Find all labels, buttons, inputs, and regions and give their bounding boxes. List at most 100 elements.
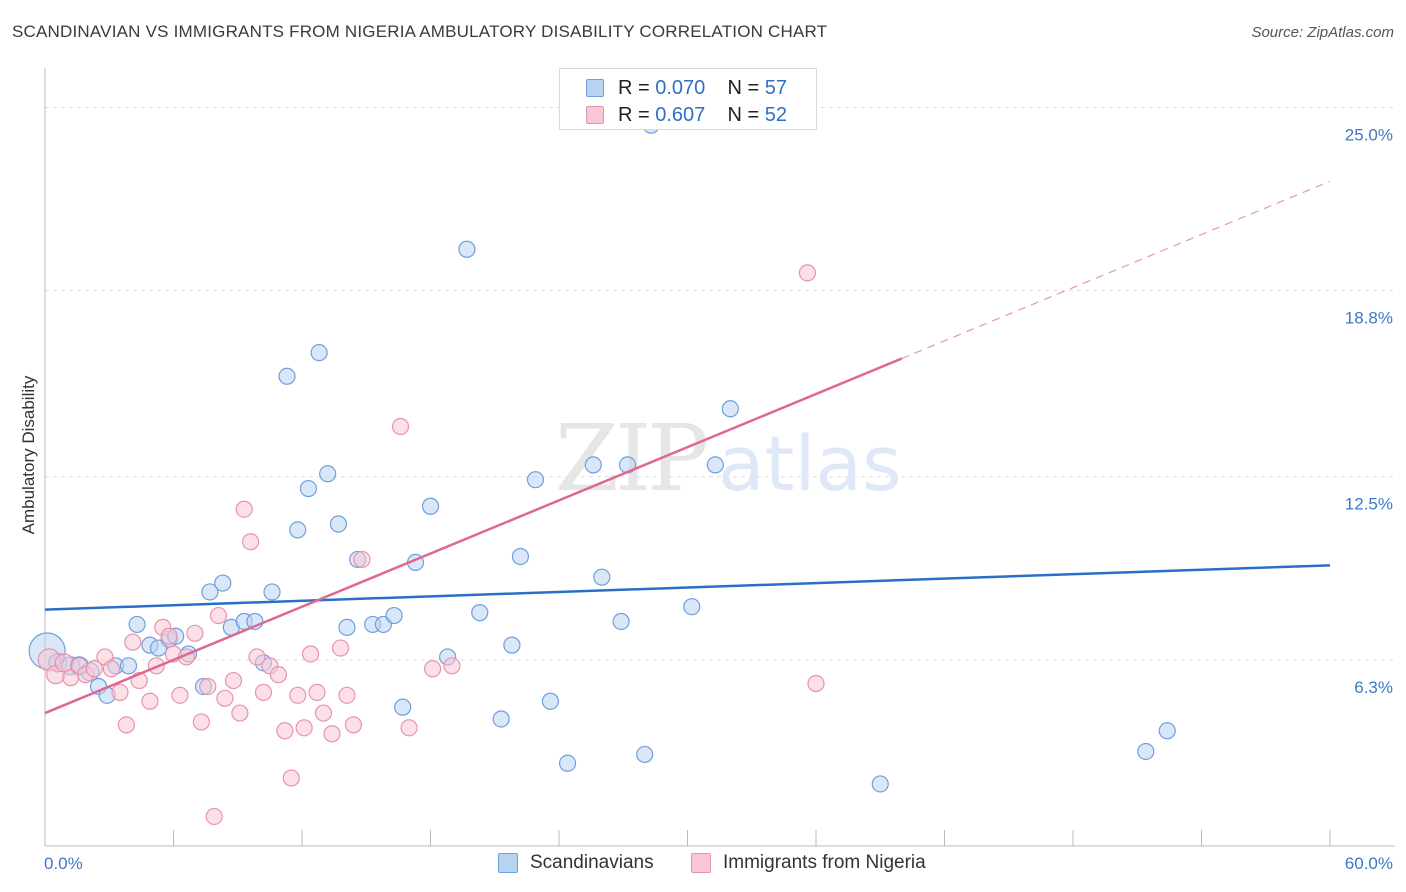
nigeria-point: [117, 716, 135, 734]
nigeria-point: [314, 704, 333, 722]
legend: R = 0.070 N = 57 R = 0.607 N = 52: [559, 68, 817, 130]
nigeria-point: [301, 645, 320, 663]
scandinavian-point: [119, 657, 138, 675]
scandinavian-point: [421, 497, 440, 515]
scandinavian-point: [511, 547, 530, 566]
nigeria-point: [171, 686, 189, 704]
nigeria-point: [111, 683, 129, 701]
scandinavian-point: [526, 471, 545, 489]
legend-r-value: 0.607: [655, 104, 706, 126]
scandinavian-point: [721, 400, 739, 418]
bottom-legend-swatch-blue: [498, 853, 518, 873]
nigeria-point: [124, 633, 142, 651]
scandinavian-point: [338, 618, 356, 636]
nigeria-point: [338, 686, 356, 704]
nigeria-point: [798, 264, 817, 282]
scandinavian-point: [329, 515, 348, 533]
nigeria-point: [400, 719, 418, 737]
scandinavian-point: [636, 745, 654, 764]
scandinavian-point: [471, 604, 489, 622]
legend-swatch-blue: [586, 79, 604, 97]
data-points: [28, 116, 1176, 826]
legend-n-value: 57: [764, 77, 788, 99]
trend-lines: [44, 180, 1331, 715]
y-tick-label: 12.5%: [1345, 495, 1393, 514]
scandinavian-point: [201, 583, 219, 601]
legend-r-label: R =: [618, 77, 650, 99]
trend-line-scandinavians: [44, 564, 1331, 611]
scandinavian-point: [299, 479, 318, 498]
axes: [44, 68, 1395, 847]
scandinavian-point: [128, 615, 146, 634]
nigeria-point: [443, 657, 461, 675]
scandinavian-point: [394, 698, 412, 716]
y-tick-label: 18.8%: [1345, 309, 1393, 328]
scandinavian-point: [584, 456, 602, 474]
nigeria-point: [323, 725, 341, 743]
nigeria-point: [224, 671, 243, 690]
y-axis-label: Ambulatory Disability: [19, 375, 38, 534]
nigeria-point: [235, 500, 253, 518]
nigeria-point: [186, 624, 204, 642]
legend-n-label: N =: [727, 104, 760, 126]
nigeria-point: [209, 606, 228, 625]
scandinavian-point: [541, 692, 560, 710]
nigeria-point: [216, 689, 234, 707]
legend-swatch-pink: [586, 106, 604, 124]
scandinavian-point: [214, 574, 232, 592]
x-tick-label: 60.0%: [1345, 854, 1393, 873]
nigeria-point: [331, 639, 350, 657]
legend-r-label: R =: [618, 104, 650, 126]
trend-line-nigeria: [44, 357, 903, 715]
scandinavian-point: [310, 344, 328, 362]
scandinavian-point: [263, 583, 281, 601]
nigeria-point: [289, 686, 307, 704]
nigeria-point: [231, 704, 249, 722]
nigeria-point: [85, 660, 103, 678]
nigeria-point: [276, 722, 294, 740]
trend-line-nigeria-extension: [901, 180, 1331, 360]
nigeria-point: [424, 660, 442, 678]
nigeria-point: [199, 677, 217, 696]
bottom-legend-swatch-pink: [691, 853, 711, 873]
scandinavian-point: [278, 367, 296, 385]
scandinavian-point: [385, 606, 403, 625]
scandinavian-point: [871, 775, 889, 793]
scandinavian-point: [492, 710, 510, 728]
nigeria-point: [269, 666, 288, 684]
nigeria-point: [391, 417, 410, 436]
legend-r-value: 0.070: [655, 77, 706, 99]
scandinavian-point: [706, 456, 724, 474]
nigeria-point: [344, 716, 362, 734]
y-tick-label: 6.3%: [1354, 678, 1393, 697]
scandinavian-point: [558, 754, 577, 772]
bottom-legend-label: Immigrants from Nigeria: [723, 852, 926, 873]
nigeria-point: [192, 713, 210, 731]
watermark-atlas: atlas: [718, 419, 902, 508]
scandinavian-point: [683, 598, 701, 616]
nigeria-point: [308, 683, 326, 701]
scandinavian-point: [319, 465, 337, 483]
nigeria-point: [160, 627, 178, 645]
legend-n-label: N =: [727, 77, 760, 99]
nigeria-point: [242, 533, 260, 551]
scandinavian-point: [1137, 742, 1155, 761]
nigeria-point: [807, 674, 825, 693]
bottom-legend-label: Scandinavians: [530, 852, 654, 873]
watermark: ZIP atlas: [555, 405, 902, 512]
nigeria-point: [254, 683, 273, 701]
chart-title: SCANDINAVIAN VS IMMIGRANTS FROM NIGERIA …: [12, 22, 828, 41]
nigeria-point: [353, 550, 371, 569]
nigeria-point: [295, 719, 313, 737]
scandinavian-point: [612, 612, 630, 631]
scandinavian-point: [1158, 722, 1176, 740]
nigeria-point: [282, 769, 300, 787]
nigeria-point: [102, 660, 120, 678]
x-tick-label: 0.0%: [44, 854, 83, 873]
scandinavian-point: [593, 568, 611, 586]
scandinavian-point: [289, 521, 307, 539]
nigeria-point: [205, 807, 223, 826]
tick-labels: 6.3% 12.5% 18.8% 25.0% 0.0% 60.0%: [44, 125, 1393, 873]
grid-lines: [45, 106, 1395, 661]
